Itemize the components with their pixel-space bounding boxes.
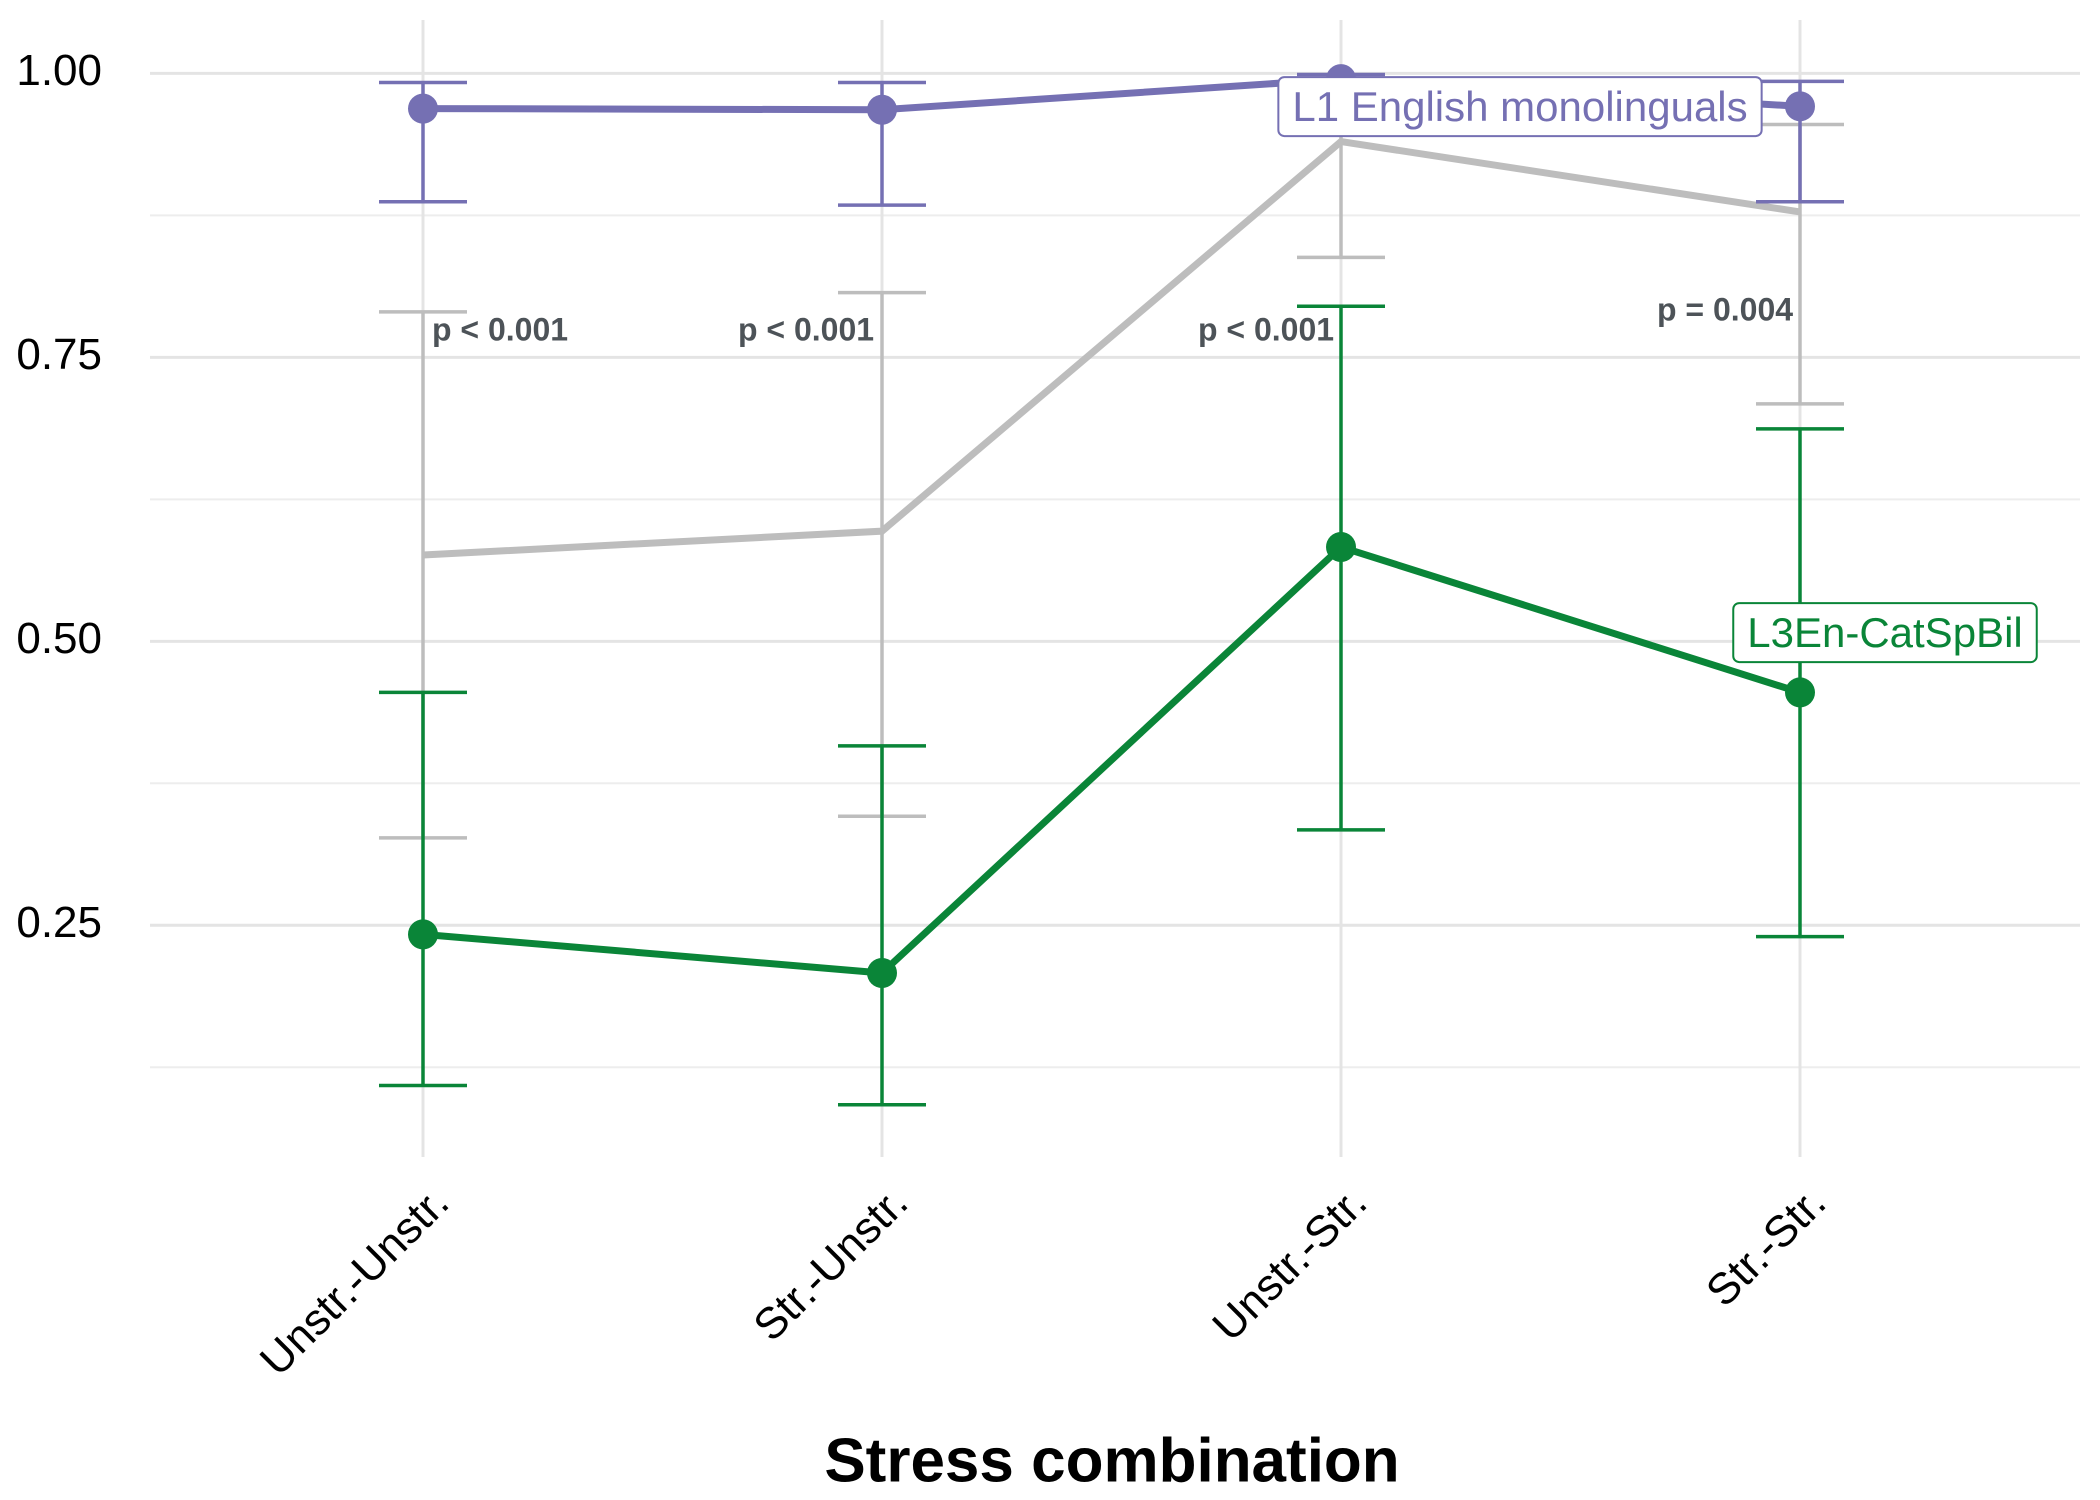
y-tick-label: 0.75 <box>16 330 102 379</box>
p-value-annotation: p < 0.001 <box>1198 311 1334 347</box>
point <box>408 93 438 124</box>
p-value-annotation: p = 0.004 <box>1657 291 1793 327</box>
series-label: L3En-CatSpBil <box>1732 602 2038 664</box>
x-tick-label: Str.-Str. <box>1697 1178 1835 1316</box>
series-label-box <box>1732 602 2038 664</box>
y-tick-label: 0.50 <box>16 614 102 663</box>
p-value-annotation: p < 0.001 <box>432 311 568 347</box>
p-value-annotation: p < 0.001 <box>738 311 874 347</box>
series-label-text: L1 English monolinguals <box>1292 83 1747 130</box>
point <box>867 957 897 988</box>
series-label-text: L3En-CatSpBil <box>1747 609 2022 656</box>
series-line <box>422 543 1802 977</box>
x-axis-title: Stress combination <box>824 1426 1399 1495</box>
x-tick-label: Str.-Unstr. <box>744 1178 917 1351</box>
point <box>867 94 897 125</box>
x-tick-label: Unstr.-Str. <box>1203 1178 1376 1351</box>
series-line <box>422 137 1801 559</box>
x-tick-label: Unstr.-Unstr. <box>251 1178 459 1386</box>
y-tick-label: 1.00 <box>16 46 102 95</box>
y-tick-label: 0.25 <box>16 898 102 947</box>
series-label: L1 English monolinguals <box>1277 76 1763 138</box>
point <box>1326 532 1356 563</box>
point <box>1785 677 1815 708</box>
series-label-box <box>1277 76 1763 138</box>
point <box>408 919 438 950</box>
point <box>1785 91 1815 122</box>
